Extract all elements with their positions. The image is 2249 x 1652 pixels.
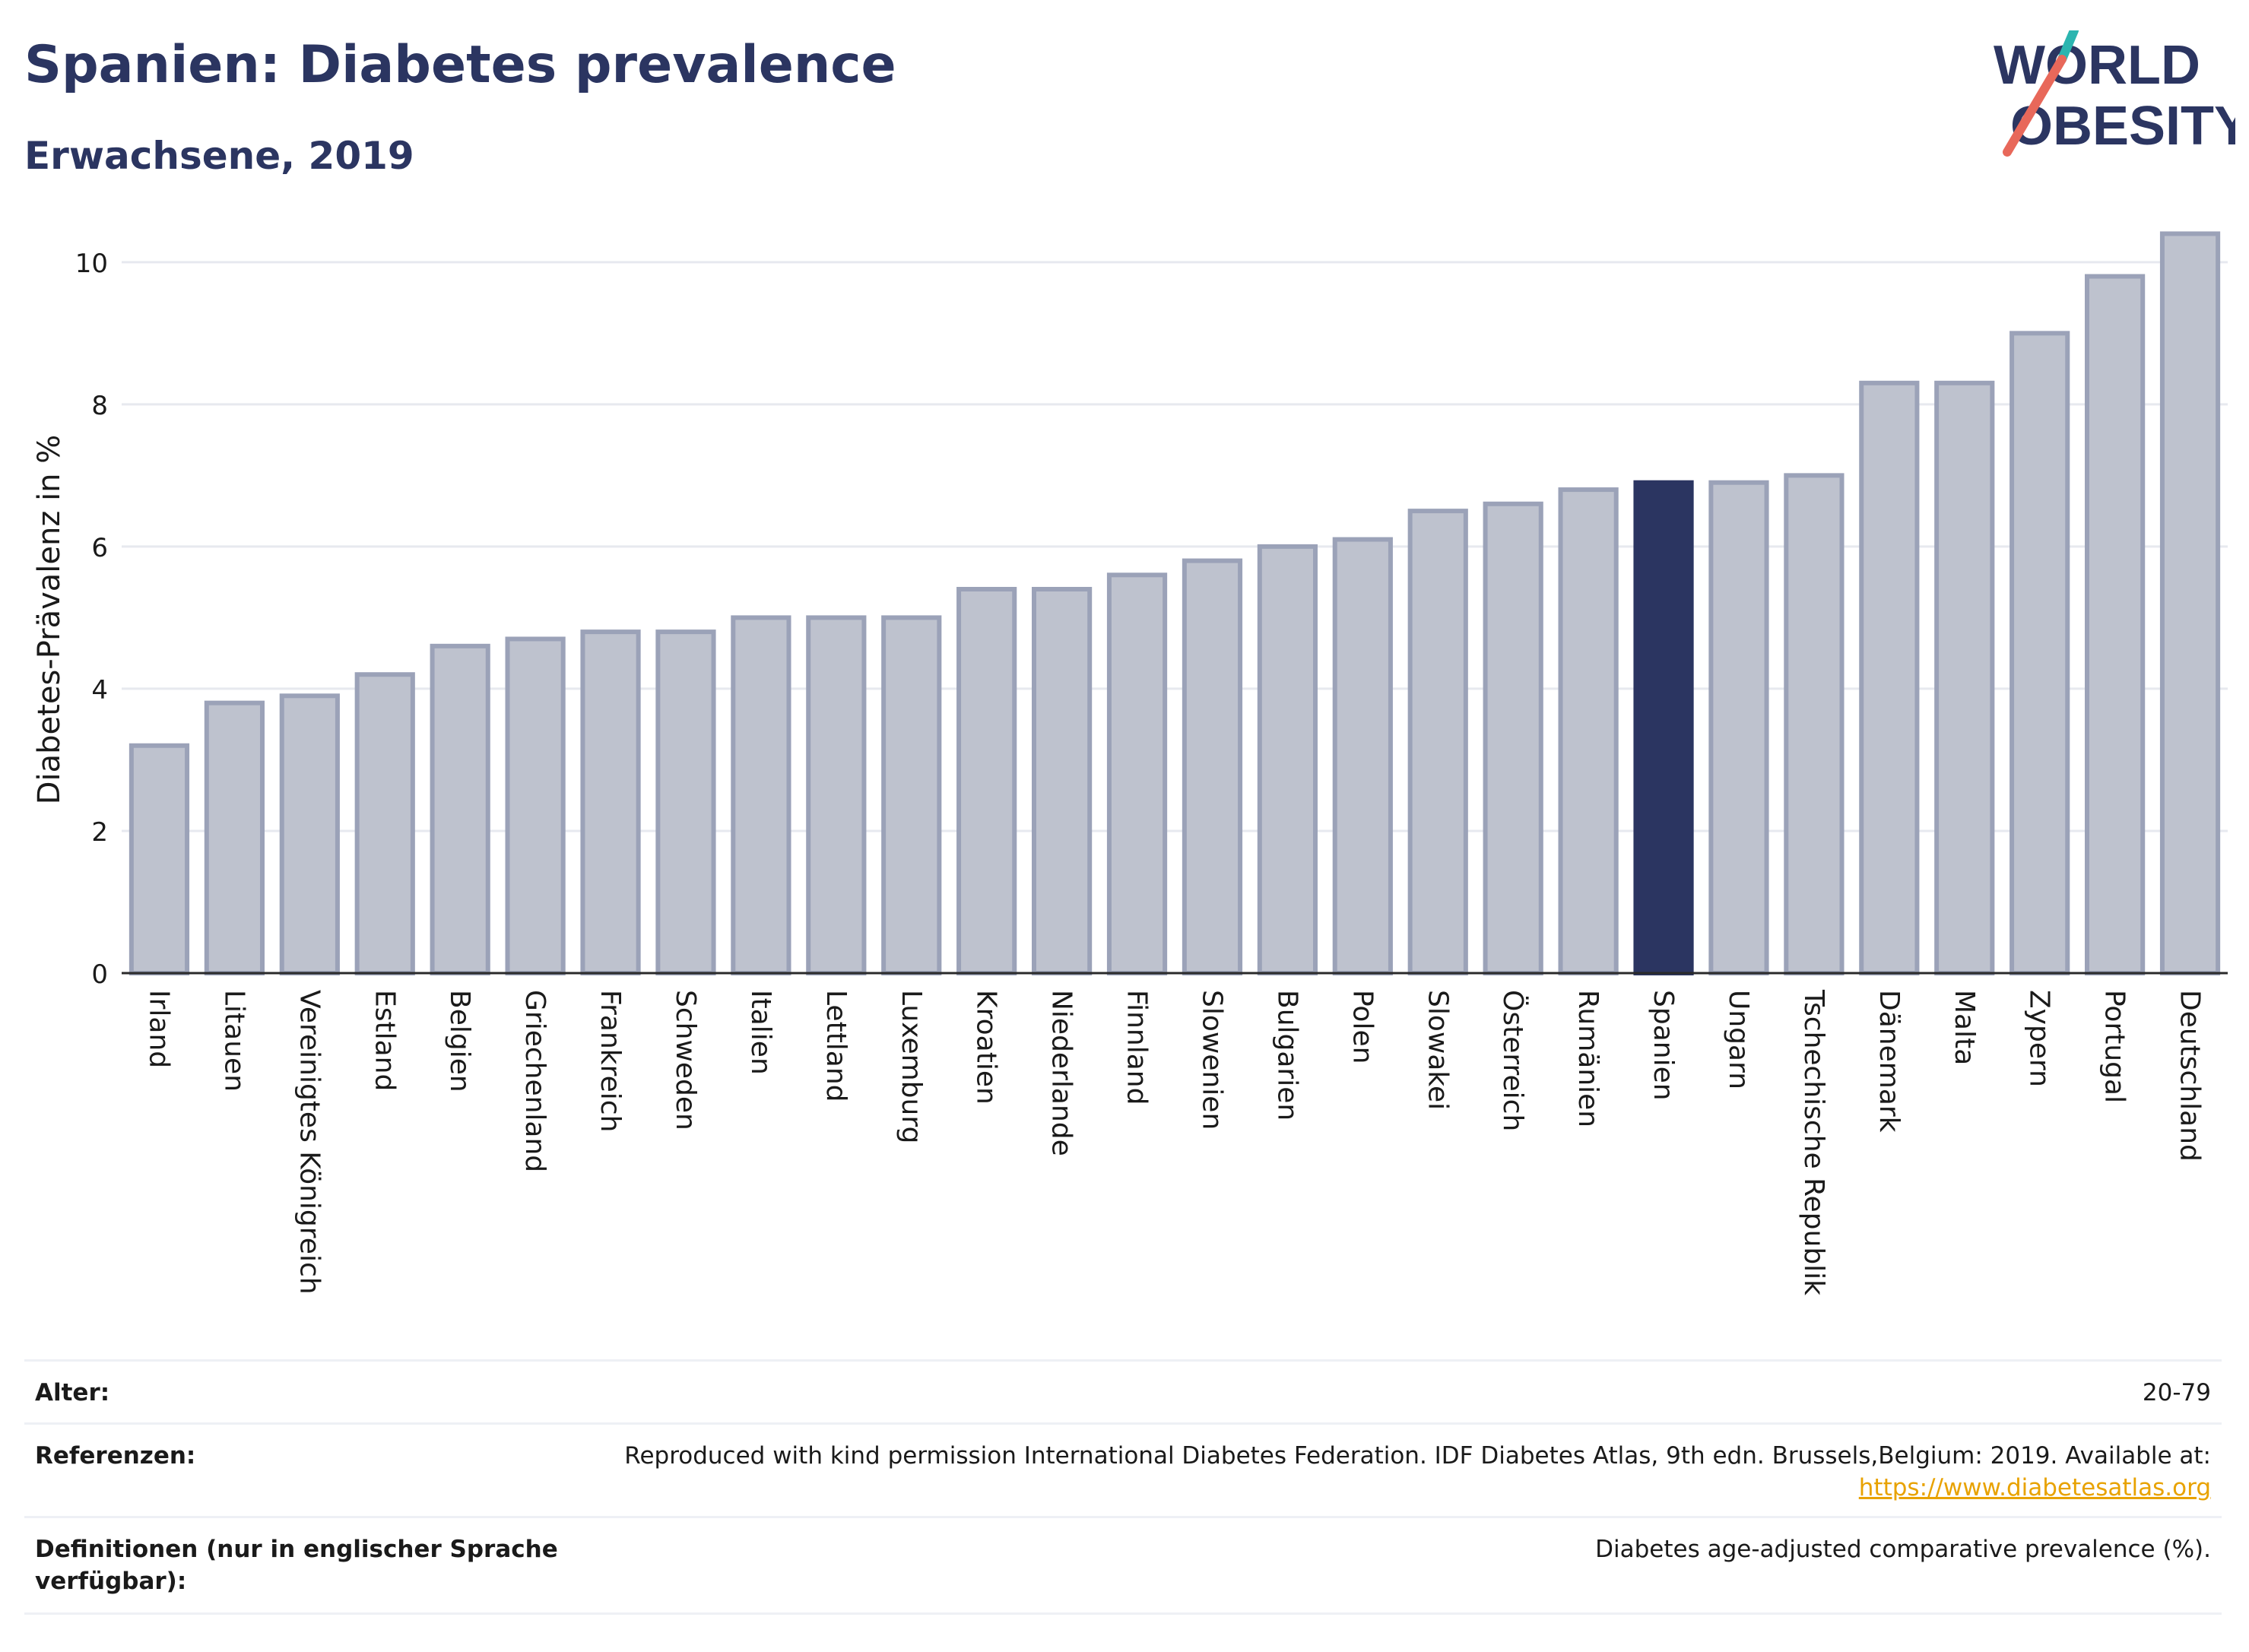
bar [1182, 558, 1243, 975]
bar [354, 672, 415, 975]
bar [1558, 487, 1619, 975]
bar [956, 587, 1017, 975]
x-tick-label: Spanien [1648, 990, 1679, 1101]
y-axis-label: Diabetes-Prävalenz in % [32, 435, 67, 805]
chart-subtitle: Erwachsene, 2019 [24, 134, 414, 178]
logo-word-obesity: OBESITY [2010, 96, 2235, 157]
bar [655, 629, 716, 975]
x-tick-label: Frankreich [595, 990, 626, 1132]
bar [1332, 537, 1393, 975]
bar [430, 643, 490, 975]
y-tick-label: 8 [91, 391, 108, 421]
bar [806, 615, 867, 975]
x-tick-label: Tschechische Republik [1798, 989, 1829, 1295]
x-tick-label: Zypern [2024, 990, 2055, 1087]
y-tick-label: 0 [91, 959, 108, 990]
x-tick-label: Portugal [2099, 990, 2130, 1103]
y-tick-label: 6 [91, 533, 108, 563]
age-label: Alter: [35, 1379, 110, 1406]
bar [1633, 480, 1694, 975]
x-tick-label: Irland [143, 990, 174, 1068]
x-tick-label: Slowenien [1196, 990, 1227, 1130]
bar [1483, 501, 1543, 975]
x-tick-label: Polen [1347, 990, 1378, 1064]
bar [1032, 587, 1093, 975]
logo-slash-top [2057, 26, 2079, 64]
bar [731, 615, 791, 975]
definitions-label: Definitionen (nur in englischer Sprache … [35, 1533, 558, 1597]
meta-row-age: Alter: 20-79 [24, 1362, 2222, 1425]
x-tick-label: Niederlande [1046, 990, 1077, 1156]
bar [2010, 331, 2070, 976]
metadata-table: Alter: 20-79 Referenzen: Reproduced with… [24, 1359, 2222, 1615]
x-tick-label: Dänemark [1873, 990, 1905, 1133]
x-tick-label: Belgien [444, 990, 475, 1092]
bar-chart: 0 2 4 6 8 10 Diabetes-Prävalenz in % Irland Lita… [32, 231, 2228, 1295]
bar [1407, 509, 1468, 975]
chart-title: Spanien: Diabetes prevalence [24, 35, 896, 95]
bar [1106, 572, 1168, 975]
references-text: Reproduced with kind permission Internat… [538, 1440, 2211, 1504]
bar [1257, 544, 1318, 975]
bar [128, 743, 190, 975]
bar [2085, 274, 2146, 976]
x-tick-label: Vereinigtes Königreich [293, 990, 325, 1295]
world-obesity-logo-graphic: WORLD OBESITY [1994, 26, 2249, 157]
bar [279, 693, 340, 975]
bar [1859, 380, 1920, 975]
y-tick-label: 4 [91, 675, 108, 706]
bar [1784, 473, 1845, 975]
bar [2159, 231, 2221, 975]
x-tick-label: Österreich [1497, 990, 1529, 1131]
x-tick-label: Rumänien [1572, 990, 1603, 1127]
y-tick-label: 2 [91, 817, 108, 848]
x-tick-label: Lettland [820, 990, 852, 1102]
bar [881, 615, 942, 975]
age-value: 20-79 [2142, 1379, 2211, 1406]
x-tick-label: Slowakei [1422, 990, 1453, 1110]
x-tick-label: Finnland [1121, 990, 1153, 1105]
references-label: Referenzen: [35, 1442, 196, 1470]
references-link[interactable]: https://www.diabetesatlas.org [1858, 1474, 2211, 1501]
definitions-label-line1: Definitionen (nur in englischer Sprache [35, 1536, 558, 1563]
x-tick-label: Deutschland [2174, 990, 2206, 1162]
x-tick-label: Malta [1949, 990, 1980, 1065]
logo-word-world: WORLD [1994, 35, 2200, 96]
definitions-label-line2: verfügbar): [35, 1568, 187, 1595]
meta-row-references: Referenzen: Reproduced with kind permiss… [24, 1425, 2222, 1518]
x-tick-label: Luxemburg [896, 990, 927, 1143]
x-tick-label: Schweden [670, 990, 701, 1130]
x-tick-label: Ungarn [1723, 990, 1754, 1089]
bar [1934, 380, 1995, 975]
meta-row-definitions: Definitionen (nur in englischer Sprache … [24, 1518, 2222, 1615]
y-tick-label: 10 [75, 249, 108, 279]
references-citation: Reproduced with kind permission Internat… [624, 1442, 2211, 1470]
world-obesity-logo[interactable]: WORLD OBESITY [1977, 26, 2249, 167]
x-tick-label: Litauen [218, 990, 249, 1092]
bar [505, 636, 566, 975]
x-tick-label: Kroatien [971, 990, 1002, 1105]
x-tick-label: Griechenland [519, 990, 550, 1172]
logo-slash-bottom [2003, 55, 2067, 157]
x-tick-label: Bulgarien [1271, 990, 1302, 1121]
bar [580, 629, 641, 975]
x-tick-label: Italien [745, 990, 776, 1075]
bar [1708, 480, 1769, 975]
bar [204, 700, 265, 975]
x-tick-label: Estland [369, 990, 400, 1091]
definitions-value: Diabetes age-adjusted comparative preval… [1595, 1536, 2211, 1563]
